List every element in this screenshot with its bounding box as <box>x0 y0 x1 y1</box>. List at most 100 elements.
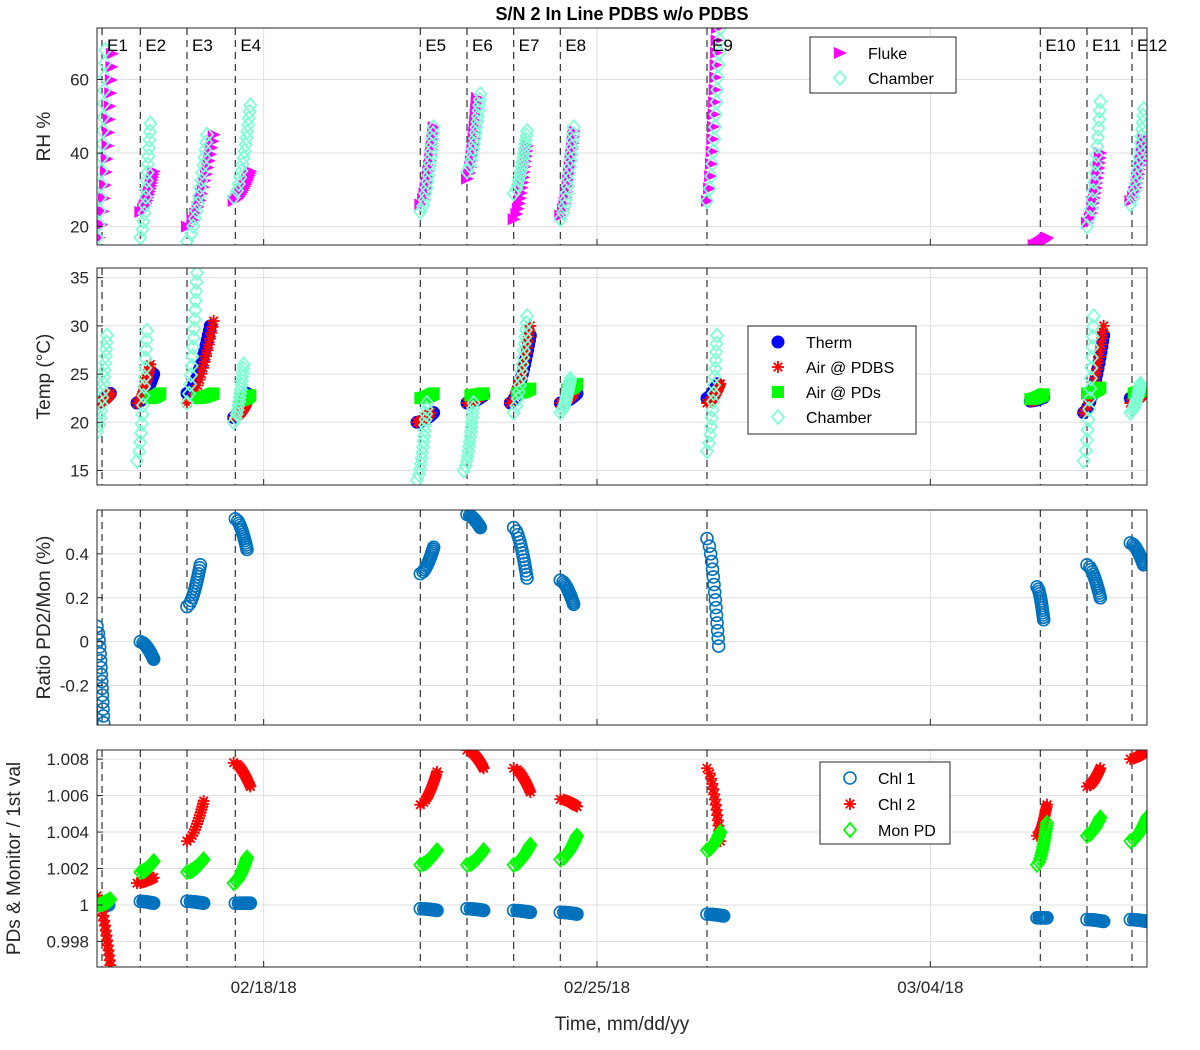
data-point <box>707 108 721 121</box>
data-point <box>196 896 211 910</box>
legend-marker <box>832 69 848 87</box>
asterisk-stroke <box>702 763 712 774</box>
event-label: E5 <box>425 36 446 55</box>
data-point <box>97 202 107 220</box>
data-point <box>146 896 161 910</box>
data-point <box>1135 107 1147 125</box>
asterisk-stroke <box>208 316 219 326</box>
event-labels: E1 E2 E3 E4 E5 E6 E7 E8 E9 E10 E11 E12 <box>107 36 1167 55</box>
event-label: E6 <box>472 36 493 55</box>
data-point <box>97 189 108 206</box>
data-point <box>134 415 149 433</box>
data-point <box>1036 612 1051 627</box>
data-point <box>97 229 105 245</box>
data-point <box>1076 452 1091 470</box>
data-point <box>244 389 257 402</box>
asterisk-stroke <box>148 872 159 883</box>
asterisk-stroke <box>145 359 156 370</box>
data-point <box>143 115 158 133</box>
data-point <box>1094 381 1107 394</box>
panel-3: -0.2 0 0.2 0.4 Ratio PD2/Mon (%) <box>34 509 1148 726</box>
data-point <box>709 59 723 72</box>
asterisk-stroke <box>708 784 719 794</box>
asterisk-stroke <box>198 796 209 806</box>
data-point <box>137 359 153 377</box>
data-point <box>520 571 534 585</box>
data-point <box>142 131 157 149</box>
data <box>97 28 1147 245</box>
data-point <box>519 122 535 140</box>
data-point <box>181 385 197 403</box>
data-point <box>207 315 220 328</box>
data-point <box>191 187 207 204</box>
asterisk-stroke <box>478 763 489 774</box>
data-point <box>1139 809 1147 826</box>
plot-area <box>97 750 1147 967</box>
y-tick-label: 25 <box>70 365 89 384</box>
data-point <box>103 100 117 113</box>
data-point <box>197 795 210 808</box>
data-point <box>1134 127 1147 145</box>
data-point <box>97 68 112 86</box>
data-point <box>708 106 723 123</box>
data <box>97 750 1147 967</box>
data-point <box>1089 146 1104 164</box>
data-point <box>1079 431 1094 449</box>
data-point <box>104 87 118 100</box>
data-point <box>709 93 724 111</box>
data-point <box>708 96 722 109</box>
data-point <box>97 619 104 634</box>
data-point <box>1041 231 1054 244</box>
data-point <box>711 639 726 653</box>
data-point <box>97 716 111 725</box>
data-point <box>1140 914 1147 929</box>
y-tick-label: 1.006 <box>46 787 89 806</box>
series-chamber <box>97 268 1147 485</box>
data-point <box>707 585 722 600</box>
asterisk-stroke <box>199 357 210 367</box>
asterisk-stroke <box>1042 799 1052 810</box>
data-point <box>188 283 204 300</box>
data-point <box>706 376 722 394</box>
data-point <box>477 762 490 775</box>
asterisk-stroke <box>97 891 102 898</box>
data-point <box>187 310 202 328</box>
data-point <box>431 765 443 778</box>
data-point <box>1136 100 1147 118</box>
data-point <box>473 85 488 103</box>
axes-box <box>96 267 1148 486</box>
data-point <box>707 577 721 592</box>
legend-label: Chamber <box>806 410 872 427</box>
event-label: E7 <box>519 36 540 55</box>
asterisk-stroke <box>207 322 218 332</box>
data-point <box>1078 442 1093 459</box>
data-point <box>713 823 728 841</box>
data-point <box>716 909 731 923</box>
data-point <box>705 562 720 577</box>
data-point <box>524 785 537 798</box>
legend-marker <box>834 47 847 59</box>
event-label: E12 <box>1137 36 1167 55</box>
data-point <box>706 143 721 160</box>
data-point <box>1083 200 1099 218</box>
data <box>97 510 1147 725</box>
data-point <box>240 542 254 557</box>
data-point <box>563 370 578 388</box>
data-point <box>182 376 198 393</box>
data-point <box>97 695 110 709</box>
data-point <box>703 547 718 561</box>
data-point <box>139 331 154 349</box>
data-point <box>1091 119 1106 137</box>
asterisk-stroke <box>1097 327 1108 337</box>
data-point <box>194 171 209 189</box>
x-ticks: 02/18/18 02/25/18 03/04/18 <box>231 978 964 997</box>
data-point <box>710 616 724 630</box>
data-point <box>243 896 258 910</box>
data-point <box>97 81 112 99</box>
y-tick-label: 20 <box>70 218 89 237</box>
asterisk-stroke <box>845 799 855 809</box>
event-label: E9 <box>712 36 733 55</box>
data-point <box>1086 307 1101 325</box>
data-point <box>99 327 115 344</box>
asterisk-stroke <box>1097 333 1107 344</box>
